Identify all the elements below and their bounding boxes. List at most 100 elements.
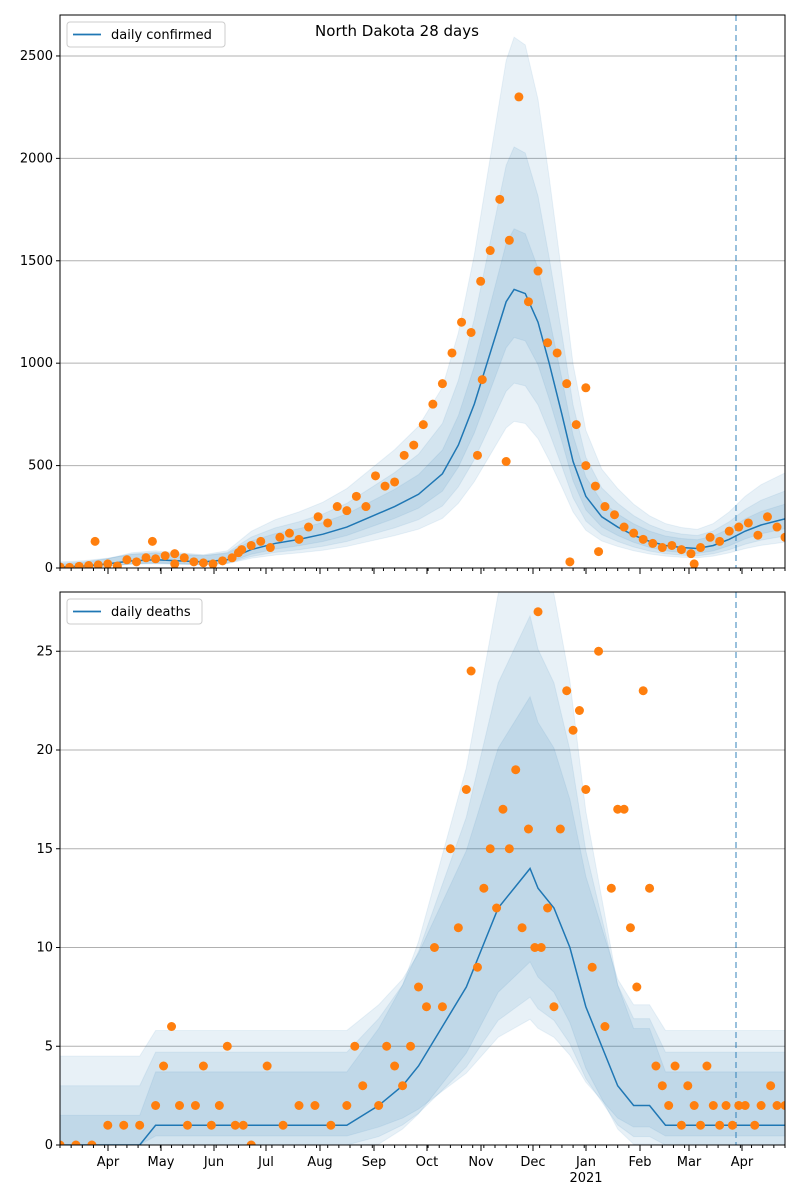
data-point [275, 532, 285, 542]
data-point [485, 844, 495, 854]
data-point [766, 1081, 776, 1091]
data-point [453, 923, 463, 933]
x-tick-label: May [148, 1155, 175, 1170]
data-point [65, 562, 75, 568]
data-point [93, 560, 103, 568]
data-point [479, 883, 489, 893]
data-point [619, 804, 629, 814]
data-point [170, 559, 180, 568]
data-point [625, 923, 635, 933]
data-point [715, 536, 725, 546]
legend-box [66, 598, 203, 625]
data-point [523, 297, 533, 307]
data-point [304, 522, 314, 532]
data-point [167, 1022, 177, 1031]
data-point [667, 540, 677, 550]
data-point [565, 557, 575, 567]
data-point [568, 725, 578, 735]
data-point [753, 530, 763, 540]
x-tick-label: Oct [416, 1155, 438, 1170]
y-tick-label: 500 [28, 459, 53, 474]
data-point [409, 440, 419, 450]
data-point [724, 526, 734, 536]
legend: daily confirmed [66, 21, 226, 48]
data-point [246, 540, 256, 550]
legend: daily deaths [66, 598, 203, 625]
y-tick-label: 2500 [20, 49, 53, 64]
data-point [466, 327, 476, 337]
data-point [84, 561, 94, 568]
data-point [705, 532, 715, 542]
data-point [457, 317, 467, 327]
data-point [562, 379, 572, 389]
data-point [543, 338, 553, 348]
x-tick-label: Apr [97, 1155, 120, 1170]
plot-confirmed: 0 500 1000 1500 2000 2500 daily confirmed [20, 14, 786, 576]
data-point [581, 461, 591, 471]
plot-deaths: 0 5 10 15 20 25 Apr May Jun Jul Aug Sep Oct Nov Dec Jan… [36, 591, 786, 1170]
data-point [380, 481, 390, 491]
data-point [504, 235, 514, 245]
data-point [222, 1041, 232, 1051]
series-line [60, 867, 785, 1145]
data-point [90, 536, 100, 546]
data-point [206, 1120, 216, 1130]
data-point [638, 686, 648, 696]
data-point [284, 528, 294, 538]
x-tick-label: Jul [257, 1155, 274, 1170]
data-point [651, 1061, 661, 1071]
x-tick-label: Nov [468, 1155, 494, 1170]
series-points [60, 607, 785, 1145]
data-point [750, 1120, 760, 1130]
data-point [708, 1101, 718, 1110]
data-point [581, 383, 591, 393]
data-point [780, 532, 785, 542]
data-point [310, 1101, 320, 1110]
data-point [230, 1120, 240, 1130]
data-point [702, 1061, 712, 1071]
data-point [437, 1002, 447, 1012]
x-axis-year-label: 2021 [569, 1171, 602, 1186]
data-point [370, 471, 380, 481]
data-point [233, 548, 243, 558]
data-point [683, 1081, 693, 1091]
data-point [555, 824, 565, 834]
x-tick-label: Apr [731, 1155, 754, 1170]
data-point [119, 1120, 129, 1130]
data-point [390, 1061, 400, 1071]
axes-frame [59, 591, 786, 1146]
data-point [398, 1081, 408, 1091]
data-point [103, 1120, 113, 1130]
uncertainty-band [60, 36, 785, 568]
uncertainty-band [60, 614, 785, 1145]
data-point [190, 1101, 200, 1110]
data-point [447, 348, 457, 358]
data-point [374, 1101, 384, 1110]
y-tick-label: 10 [36, 941, 53, 956]
data-point [638, 534, 648, 544]
data-point [523, 824, 533, 834]
data-point [600, 1022, 610, 1031]
legend-box [66, 21, 226, 48]
data-point [351, 491, 361, 501]
data-point [429, 943, 439, 952]
x-tick-label: Feb [628, 1155, 651, 1170]
data-point [103, 559, 113, 568]
data-point [762, 512, 772, 522]
data-point [552, 348, 562, 358]
data-point [549, 1002, 559, 1012]
data-point [533, 266, 543, 276]
data-point [632, 982, 642, 992]
data-point [218, 556, 228, 566]
data-point [606, 883, 616, 893]
data-point [727, 1120, 737, 1130]
data-point [619, 522, 629, 532]
data-point [740, 1101, 750, 1110]
data-point [472, 962, 482, 972]
data-point [182, 1120, 192, 1130]
data-point [613, 804, 623, 814]
data-point [581, 785, 591, 794]
data-point [294, 1101, 304, 1110]
uncertainty-band [60, 228, 785, 568]
data-point [350, 1041, 360, 1051]
